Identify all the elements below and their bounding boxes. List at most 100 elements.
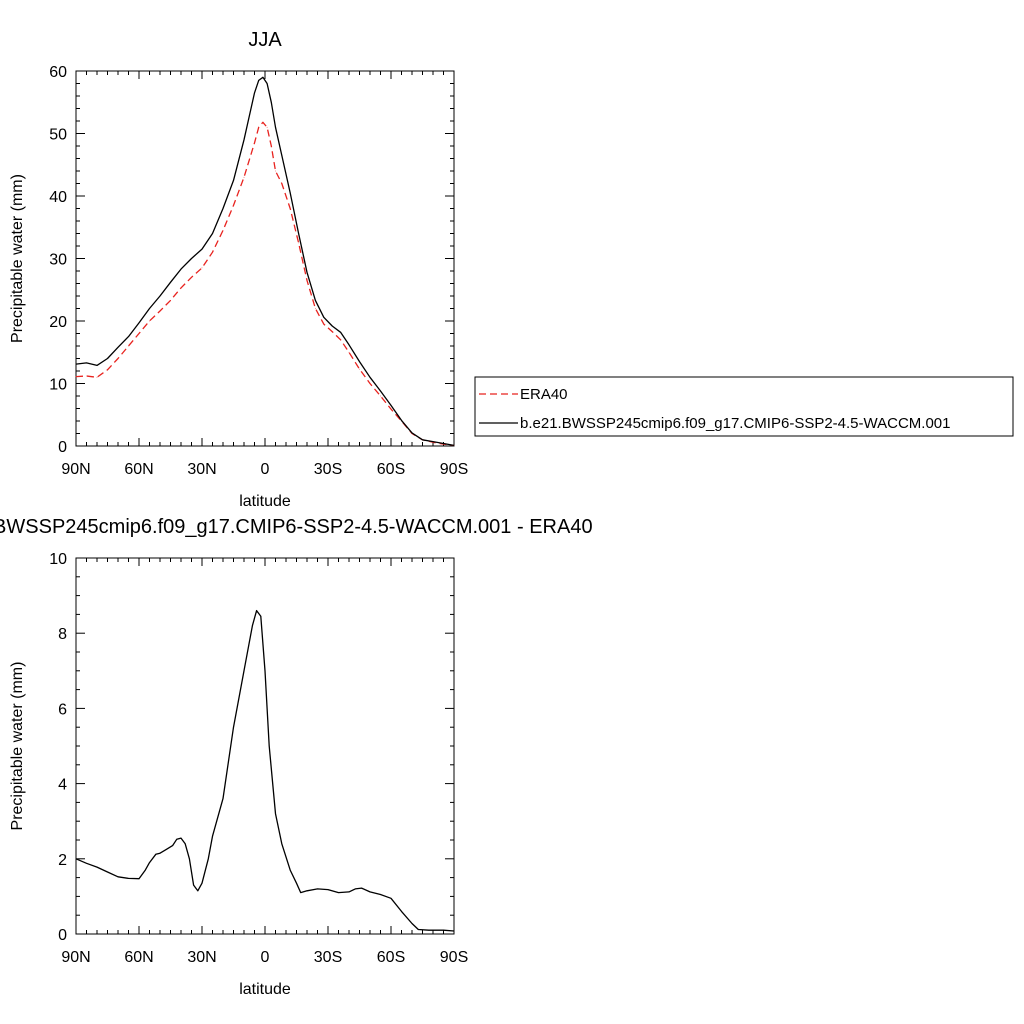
data-point (243, 670, 245, 672)
data-point (117, 358, 119, 359)
y-tick-label: 10 (49, 551, 67, 568)
data-point (348, 344, 350, 346)
data-point (453, 445, 455, 446)
data-point (298, 242, 299, 244)
data-point (380, 395, 381, 397)
y-tick-label: 20 (49, 314, 67, 331)
data-point (233, 726, 234, 728)
data-point (268, 745, 270, 747)
data-point (323, 323, 325, 325)
data-point (107, 358, 108, 359)
data-point (258, 126, 260, 128)
data-point (443, 929, 444, 931)
data-point (86, 362, 87, 364)
series-line-0 (75, 609, 455, 932)
data-point (222, 208, 224, 209)
data-point (331, 325, 333, 327)
data-point (243, 139, 245, 141)
data-point (262, 121, 264, 123)
data-point (138, 322, 140, 324)
data-point (212, 251, 213, 253)
data-point (128, 345, 129, 347)
y-tick-label: 60 (49, 64, 67, 81)
data-point (315, 300, 316, 301)
data-point (300, 892, 302, 893)
data-point (254, 92, 255, 94)
legend-box (474, 376, 1014, 437)
y-tick-label: 8 (58, 626, 67, 643)
data-point (138, 878, 140, 880)
data-point (165, 849, 167, 850)
x-tick-label: 60N (124, 949, 153, 966)
data-point (361, 887, 362, 889)
data-point (201, 882, 203, 884)
data-point (306, 280, 308, 281)
data-point (159, 295, 161, 297)
data-point (453, 930, 455, 932)
data-point (149, 320, 150, 322)
x-tick-label: 90N (61, 949, 90, 966)
data-point (359, 368, 360, 370)
x-tick-label: 60S (377, 949, 405, 966)
data-point (298, 233, 299, 234)
data-point (201, 267, 203, 269)
data-point (222, 230, 224, 231)
data-point (233, 180, 234, 181)
y-axis-label: Precipitable water (mm) (9, 174, 26, 343)
data-point (289, 208, 291, 209)
data-point (281, 155, 283, 156)
data-point (331, 331, 333, 332)
data-point (306, 271, 308, 273)
data-point (128, 336, 129, 337)
x-tick-label: 60S (377, 461, 405, 478)
data-point (338, 892, 339, 893)
data-point (155, 853, 157, 855)
data-point (317, 888, 318, 890)
x-tick-label: 60N (124, 461, 153, 478)
data-point (193, 884, 195, 886)
bottom-panel: b.e21.BWSSP245cmip6.f09_g17.CMIP6-SSP2-4… (0, 516, 593, 998)
x-axis-label: latitude (239, 493, 291, 510)
x-tick-label: 90S (440, 949, 468, 966)
data-point (159, 310, 161, 312)
data-point (262, 76, 264, 78)
y-tick-label: 6 (58, 701, 67, 718)
data-point (207, 858, 209, 860)
y-tick-label: 0 (58, 927, 67, 944)
data-point (197, 890, 199, 892)
y-tick-label: 30 (49, 252, 67, 269)
data-point (296, 882, 297, 884)
x-tick-label: 30N (187, 949, 216, 966)
data-point (270, 145, 272, 147)
data-point (401, 911, 402, 912)
y-tick-label: 10 (49, 377, 67, 394)
data-point (117, 346, 119, 348)
x-tick-label: 30S (314, 461, 342, 478)
data-point (191, 276, 192, 278)
data-point (107, 369, 108, 371)
data-point (264, 670, 266, 672)
top-panel: JJA 90N 60N 30N 0 30S 60S 90S 0 10 20 30 40 50 60 lati… (9, 29, 1014, 510)
data-point (348, 351, 350, 353)
data-point (138, 333, 140, 334)
x-tick-label: 90S (440, 461, 468, 478)
data-point (354, 888, 356, 890)
data-point (327, 889, 329, 890)
data-point (180, 837, 182, 839)
data-point (170, 281, 171, 283)
x-tick-label: 90N (61, 461, 90, 478)
data-point (266, 126, 268, 128)
data-point (172, 845, 174, 846)
x-axis-label: latitude (239, 981, 291, 998)
y-axis-label: Precipitable water (mm) (9, 662, 26, 831)
x-tick-label: 0 (261, 461, 270, 478)
data-point (306, 890, 308, 892)
data-point (369, 376, 371, 378)
data-point (275, 813, 276, 815)
data-point (289, 192, 291, 194)
data-point (380, 894, 381, 895)
data-point (86, 375, 87, 377)
data-point (256, 610, 257, 611)
data-point (323, 316, 325, 318)
